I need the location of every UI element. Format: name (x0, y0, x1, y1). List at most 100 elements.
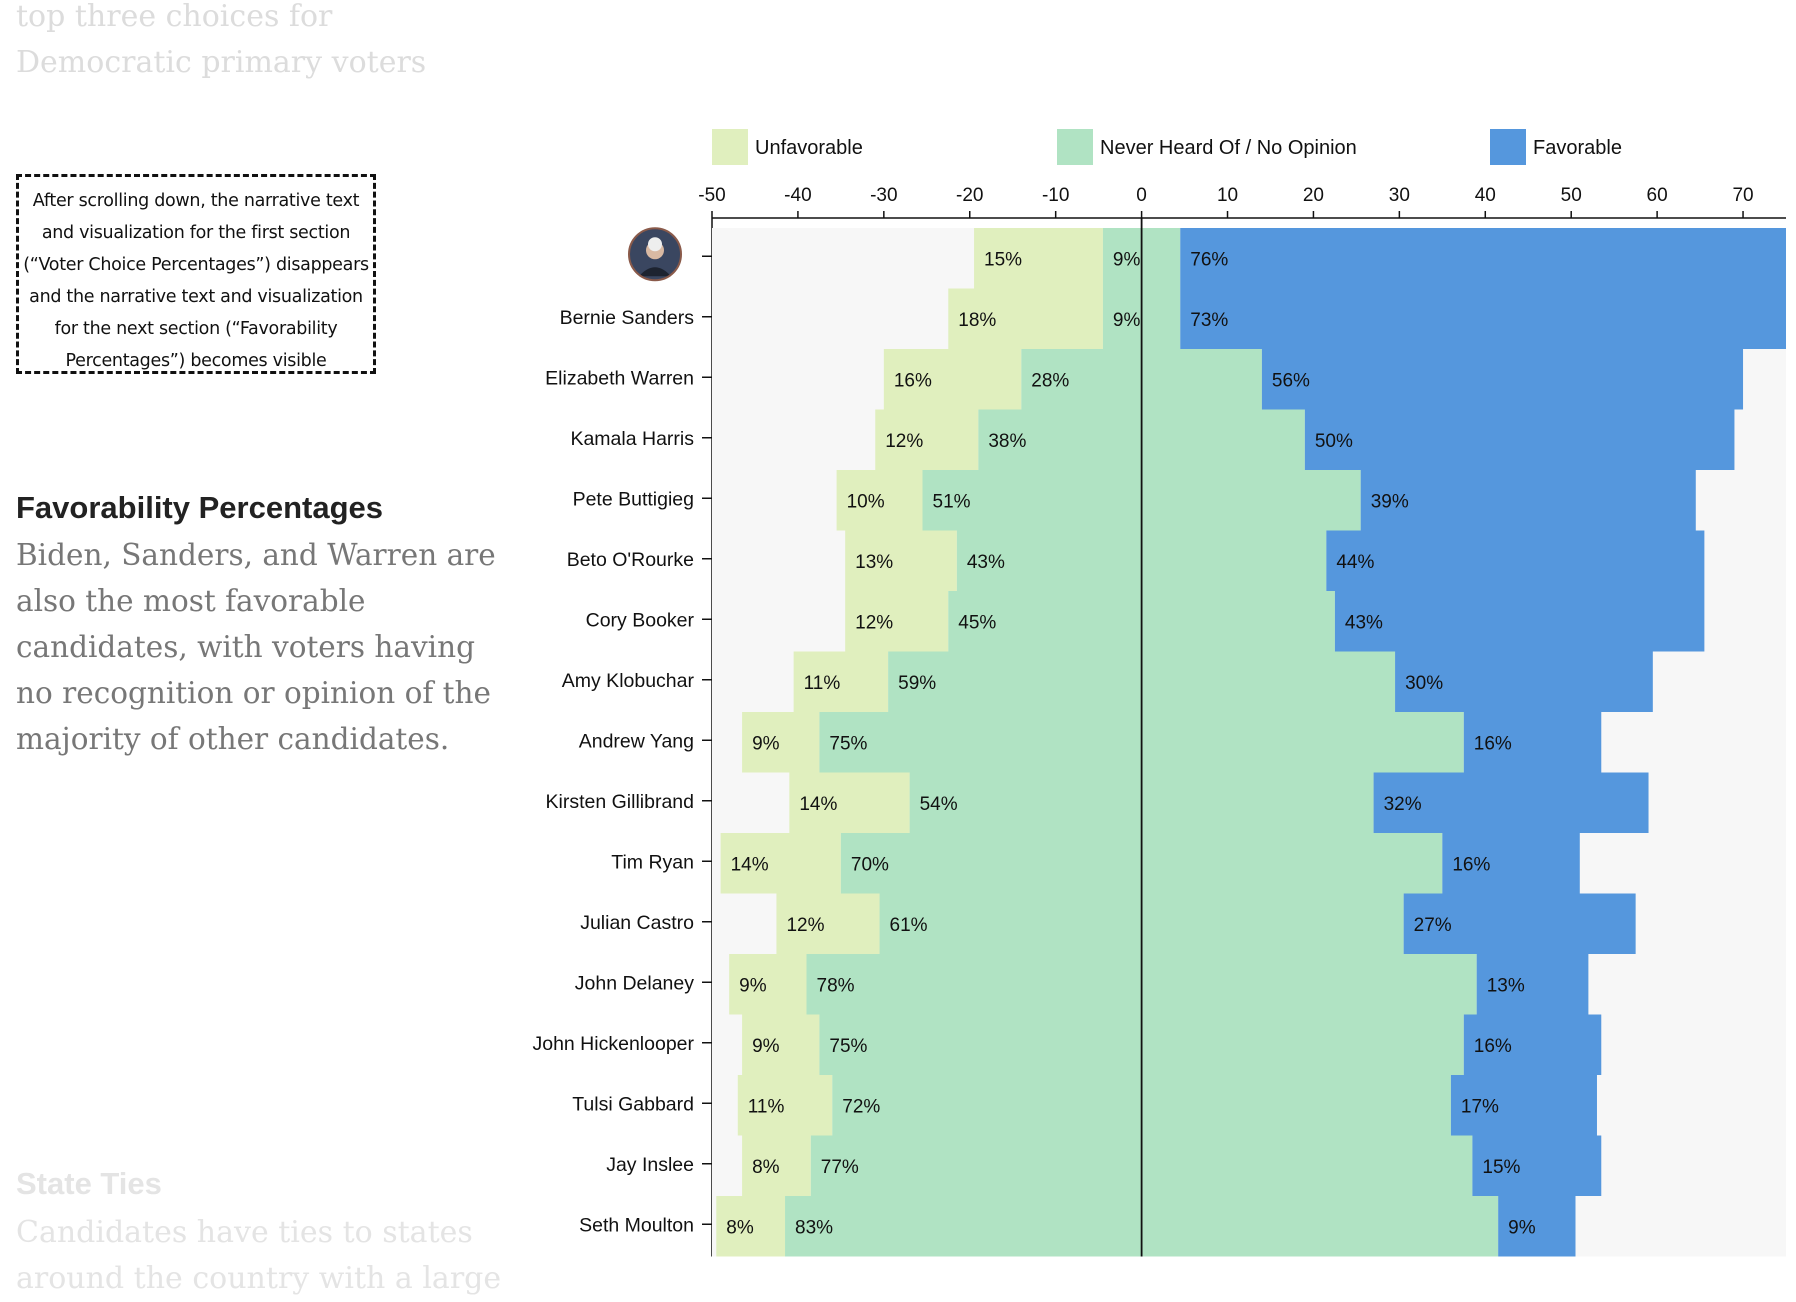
data-label-unfavorable: 8% (726, 1217, 754, 1238)
section-body: Biden, Sanders, and Warren are also the … (16, 538, 496, 756)
data-label-unfavorable: 10% (847, 491, 885, 512)
data-label-neutral: 38% (988, 431, 1026, 452)
legend-label: Never Heard Of / No Opinion (1100, 137, 1357, 159)
data-label-unfavorable: 12% (786, 915, 824, 936)
data-label-favorable: 30% (1405, 673, 1443, 694)
scroll-annotation-box: After scrolling down, the narrative text… (16, 174, 376, 374)
candidate-label: Kamala Harris (570, 428, 694, 450)
bar-favorable (1180, 228, 1786, 289)
candidate-label: Pete Buttigieg (573, 488, 694, 510)
bar-favorable (1395, 651, 1653, 712)
avatar-suit (639, 267, 671, 277)
data-label-favorable: 27% (1414, 915, 1452, 936)
bar-unfavorable (737, 1075, 833, 1136)
bar-unfavorable (836, 470, 923, 531)
data-label-favorable: 50% (1315, 431, 1353, 452)
candidate-label: Beto O'Rourke (567, 549, 694, 571)
bar-row: 8% 77% 15% (742, 1135, 1602, 1196)
bar-row: 18% 9% 73% (948, 288, 1786, 349)
data-label-neutral: 83% (795, 1217, 833, 1238)
bar-row: 9% 78% 13% (729, 954, 1589, 1015)
bar-row: 12% 61% 27% (776, 893, 1636, 954)
bar-row: 14% 70% 16% (720, 833, 1580, 894)
section-title: Favorability Percentages (16, 490, 383, 525)
x-tick-label: 20 (1303, 185, 1324, 206)
data-label-favorable: 9% (1508, 1217, 1536, 1238)
data-label-favorable: 39% (1371, 491, 1409, 512)
bar-unfavorable (729, 954, 807, 1015)
legend-swatch (1490, 129, 1526, 165)
data-label-neutral: 70% (851, 854, 889, 875)
bar-favorable (1450, 1075, 1597, 1136)
bar-row: 13% 43% 44% (845, 530, 1705, 591)
data-label-unfavorable: 14% (799, 794, 837, 815)
data-label-neutral: 45% (958, 612, 996, 633)
candidate-label: John Hickenlooper (532, 1033, 694, 1055)
data-label-neutral: 61% (890, 915, 928, 936)
data-label-unfavorable: 12% (885, 431, 923, 452)
bar-row: 12% 38% 50% (875, 409, 1735, 470)
bar-unfavorable (742, 1135, 811, 1196)
data-label-neutral: 59% (898, 673, 936, 694)
bar-unfavorable (845, 591, 949, 652)
bar-favorable (1442, 833, 1580, 894)
candidate-label: Amy Klobuchar (562, 670, 695, 692)
bar-favorable (1373, 772, 1649, 833)
x-tick-label: 50 (1561, 185, 1582, 206)
data-label-unfavorable: 14% (731, 854, 769, 875)
data-label-neutral: 9% (1113, 249, 1141, 270)
data-label-unfavorable: 9% (739, 975, 767, 996)
candidate-label: Bernie Sanders (560, 307, 695, 329)
bar-unfavorable (789, 772, 910, 833)
data-label-favorable: 56% (1272, 370, 1310, 391)
data-label-unfavorable: 16% (894, 370, 932, 391)
bar-row: 8% 83% 9% (716, 1196, 1576, 1257)
bar-row: 11% 59% 30% (793, 651, 1653, 712)
data-label-neutral: 51% (933, 491, 971, 512)
bar-favorable (1180, 288, 1786, 349)
x-tick-label: 60 (1647, 185, 1668, 206)
candidate-label: Kirsten Gillibrand (546, 791, 694, 813)
bar-favorable (1463, 712, 1602, 773)
data-label-neutral: 9% (1113, 310, 1141, 331)
data-label-favorable: 16% (1474, 733, 1512, 754)
bar-favorable (1360, 470, 1696, 531)
data-label-favorable: 32% (1384, 794, 1422, 815)
legend-label: Unfavorable (755, 137, 863, 159)
bar-unfavorable (776, 893, 880, 954)
data-label-favorable: 16% (1474, 1036, 1512, 1057)
bar-unfavorable (742, 712, 820, 773)
candidate-label: Tulsi Gabbard (572, 1093, 694, 1115)
bar-favorable (1472, 1135, 1602, 1196)
data-label-favorable: 15% (1482, 1157, 1520, 1178)
candidate-label: Jay Inslee (606, 1154, 694, 1176)
bar-unfavorable (716, 1196, 786, 1257)
bar-row: 9% 75% 16% (742, 1014, 1602, 1075)
bar-row: 12% 45% 43% (845, 591, 1705, 652)
avatar-hair (648, 237, 662, 252)
annotation-text: After scrolling down, the narrative text… (23, 191, 369, 371)
x-tick-label: 0 (1136, 185, 1147, 206)
x-tick-label: 30 (1389, 185, 1410, 206)
data-label-favorable: 16% (1452, 854, 1490, 875)
data-label-unfavorable: 11% (748, 1096, 785, 1117)
bar-favorable (1476, 954, 1589, 1015)
x-tick-label: 10 (1217, 185, 1238, 206)
data-label-neutral: 75% (829, 1036, 867, 1057)
data-label-neutral: 72% (842, 1096, 880, 1117)
bar-unfavorable (845, 530, 957, 591)
candidate-photo-avatar (628, 227, 682, 282)
data-label-unfavorable: 15% (984, 249, 1022, 270)
candidate-label: John Delaney (575, 972, 694, 994)
bar-unfavorable (974, 228, 1103, 289)
data-label-favorable: 76% (1190, 249, 1228, 270)
data-label-unfavorable: 18% (958, 310, 996, 331)
bar-unfavorable (793, 651, 889, 712)
data-label-unfavorable: 9% (752, 733, 780, 754)
candidate-label: Andrew Yang (579, 730, 694, 752)
x-tick-label: -10 (1042, 185, 1069, 206)
data-label-favorable: 43% (1345, 612, 1383, 633)
data-label-neutral: 77% (821, 1157, 859, 1178)
bar-favorable (1463, 1014, 1602, 1075)
next-section-title: State Ties (16, 1166, 162, 1201)
